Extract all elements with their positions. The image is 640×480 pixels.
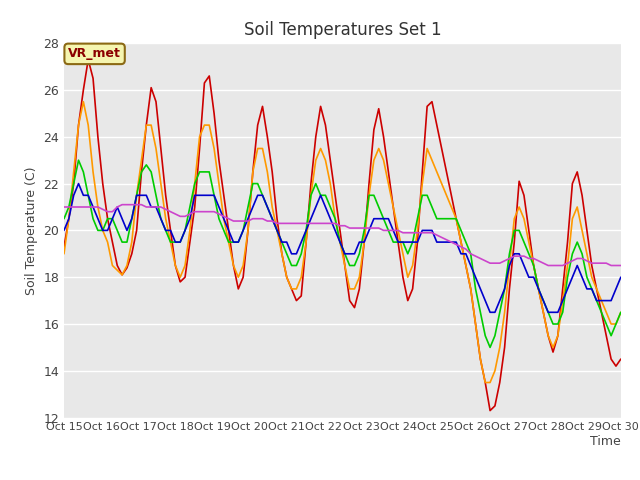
X-axis label: Time: Time — [590, 435, 621, 448]
Text: VR_met: VR_met — [68, 48, 121, 60]
Title: Soil Temperatures Set 1: Soil Temperatures Set 1 — [244, 21, 441, 39]
Y-axis label: Soil Temperature (C): Soil Temperature (C) — [25, 166, 38, 295]
